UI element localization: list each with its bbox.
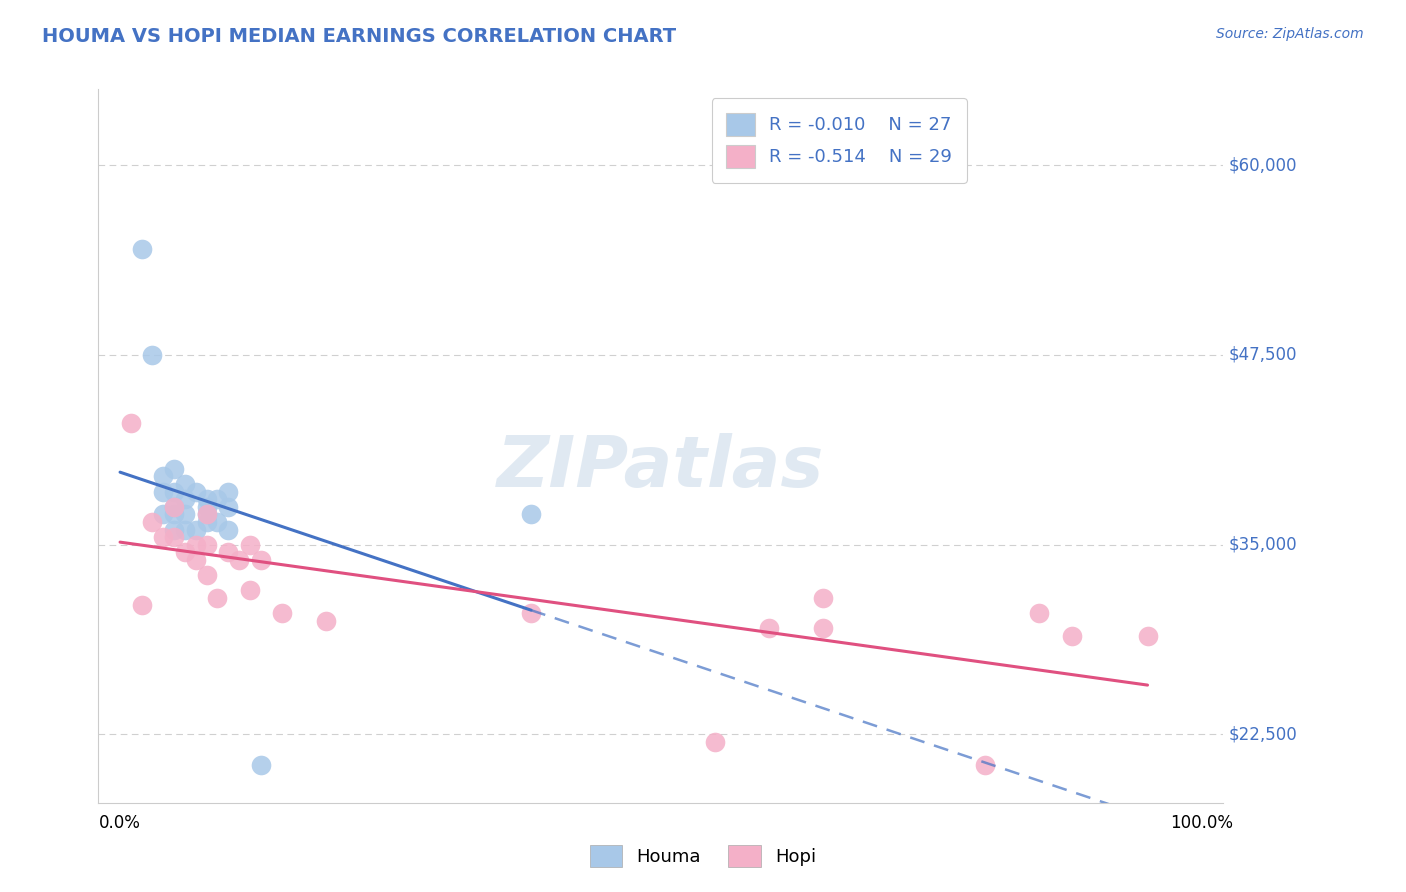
Point [163, 462, 186, 476]
Point [184, 523, 207, 537]
Point [195, 508, 218, 522]
Point [131, 599, 153, 613]
Point [811, 591, 834, 605]
Legend: R = -0.010    N = 27, R = -0.514    N = 29: R = -0.010 N = 27, R = -0.514 N = 29 [711, 98, 967, 183]
Point [163, 484, 186, 499]
Point [703, 735, 725, 749]
Text: $35,000: $35,000 [1229, 536, 1298, 554]
Point [184, 484, 207, 499]
Text: Source: ZipAtlas.com: Source: ZipAtlas.com [1216, 27, 1364, 41]
Point [228, 553, 250, 567]
Point [195, 538, 218, 552]
Point [217, 545, 239, 559]
Point [520, 508, 543, 522]
Point [217, 484, 239, 499]
Point [315, 614, 337, 628]
Point [163, 523, 186, 537]
Point [207, 515, 229, 529]
Point [207, 591, 229, 605]
Point [217, 500, 239, 514]
Point [207, 492, 229, 507]
Point [174, 508, 197, 522]
Text: ZIPatlas: ZIPatlas [498, 433, 824, 502]
Point [758, 621, 780, 635]
Point [163, 508, 186, 522]
Point [239, 583, 262, 598]
Point [174, 492, 197, 507]
Point [152, 469, 174, 483]
Point [1028, 606, 1050, 620]
Point [174, 477, 197, 491]
Point [239, 538, 262, 552]
Point [141, 348, 163, 362]
Point [174, 523, 197, 537]
Point [811, 621, 834, 635]
Point [163, 500, 186, 514]
Text: HOUMA VS HOPI MEDIAN EARNINGS CORRELATION CHART: HOUMA VS HOPI MEDIAN EARNINGS CORRELATIO… [42, 27, 676, 45]
Point [195, 492, 218, 507]
Point [249, 757, 271, 772]
Point [195, 515, 218, 529]
Point [271, 606, 294, 620]
Point [163, 530, 186, 544]
Point [195, 508, 218, 522]
Point [520, 606, 543, 620]
Point [974, 757, 997, 772]
Point [120, 416, 142, 430]
Legend: Houma, Hopi: Houma, Hopi [582, 838, 824, 874]
Text: $60,000: $60,000 [1229, 156, 1298, 174]
Text: $22,500: $22,500 [1229, 725, 1298, 743]
Point [217, 523, 239, 537]
Point [184, 553, 207, 567]
Point [1060, 629, 1083, 643]
Text: $47,500: $47,500 [1229, 346, 1298, 364]
Point [195, 568, 218, 582]
Point [249, 553, 271, 567]
Point [195, 500, 218, 514]
Point [152, 508, 174, 522]
Point [163, 500, 186, 514]
Point [152, 530, 174, 544]
Point [184, 538, 207, 552]
Point [174, 545, 197, 559]
Point [131, 242, 153, 256]
Point [1136, 629, 1159, 643]
Point [141, 515, 163, 529]
Point [152, 484, 174, 499]
